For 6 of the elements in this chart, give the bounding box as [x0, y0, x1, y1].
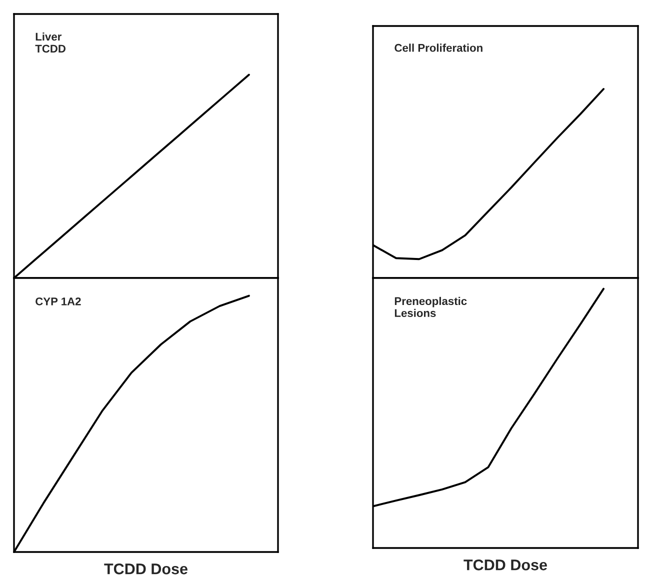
x-axis-title: TCDD Dose — [464, 560, 547, 570]
chart-title: CYP 1A2 — [36, 297, 81, 306]
x-axis-title: TCDD Dose — [104, 564, 188, 574]
chart-title: Liver TCDD — [35, 32, 66, 53]
text: Preneoplastic Lesions — [394, 296, 467, 318]
chart-title: Cell Proliferation — [394, 44, 482, 52]
